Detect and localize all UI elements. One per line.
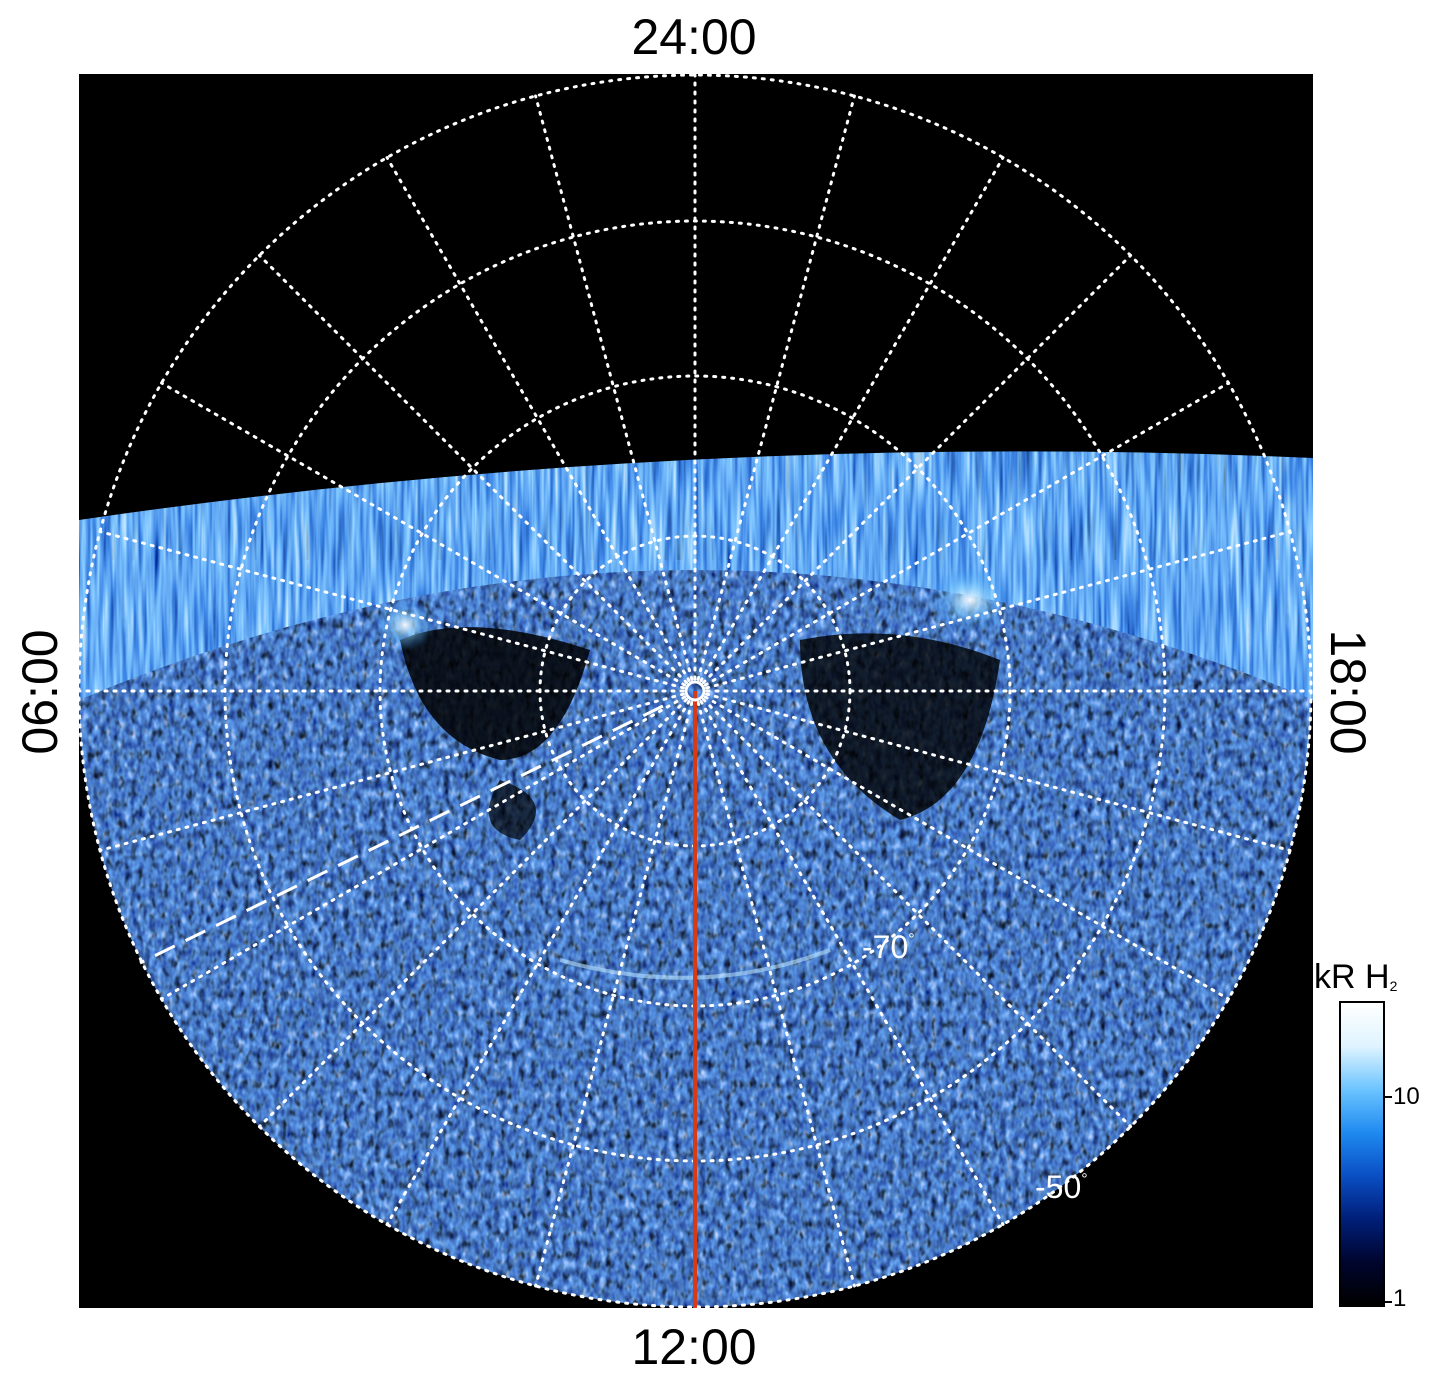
meridian-line (98, 692, 685, 852)
local-time-label-dawn: 06:00 (12, 629, 68, 755)
colorbar-title: kR H2 (1314, 958, 1397, 997)
colorbar-title-main: kR H (1314, 958, 1390, 996)
meridian-line (703, 381, 1230, 687)
local-time-label-midnight: 24:00 (631, 9, 757, 65)
colorbar-label-1: 1 (1393, 1285, 1407, 1312)
meridian-line (705, 692, 1292, 852)
meridian-line (701, 697, 1133, 1129)
bright-spot-dusk (930, 568, 1010, 632)
meridian-line (160, 695, 687, 1001)
dark-patch-small (488, 780, 536, 840)
lat-lon-grid (79, 74, 1313, 1308)
colorbar-label-10: 10 (1393, 1083, 1420, 1110)
meridian-line (385, 699, 691, 1226)
latitude-label-outer: -50° (1035, 1169, 1088, 1205)
meridian-line (699, 699, 1005, 1226)
pole-marker (684, 680, 706, 702)
local-time-label-dusk: 18:00 (1320, 629, 1376, 755)
dashed-reference-line (139, 704, 664, 965)
meridian-line (257, 253, 689, 685)
local-time-label-noon: 12:00 (631, 1319, 757, 1375)
dayside-arc (559, 948, 831, 980)
bright-spot-dawn (375, 600, 435, 650)
colorbar-fill (1341, 1003, 1383, 1305)
meridian-line (98, 530, 685, 690)
latitude-label-inner: -70° (862, 929, 915, 965)
meridian-line (534, 94, 694, 681)
meridian-line (701, 253, 1133, 685)
meridian-line (385, 156, 691, 683)
meridian-line (696, 701, 856, 1288)
meridian-line (696, 94, 856, 681)
dark-patch-dawn (400, 627, 590, 760)
colorbar-gradient (1341, 1003, 1383, 1305)
colorbar-title-subscript: 2 (1389, 978, 1398, 994)
meridian-line (699, 156, 1005, 683)
meridian-line (705, 530, 1292, 690)
meridian-line (257, 697, 689, 1129)
meridian-line (703, 695, 1230, 1001)
meridian-line (534, 701, 694, 1288)
meridian-line (160, 381, 687, 687)
colorbar-frame (1339, 1001, 1385, 1307)
